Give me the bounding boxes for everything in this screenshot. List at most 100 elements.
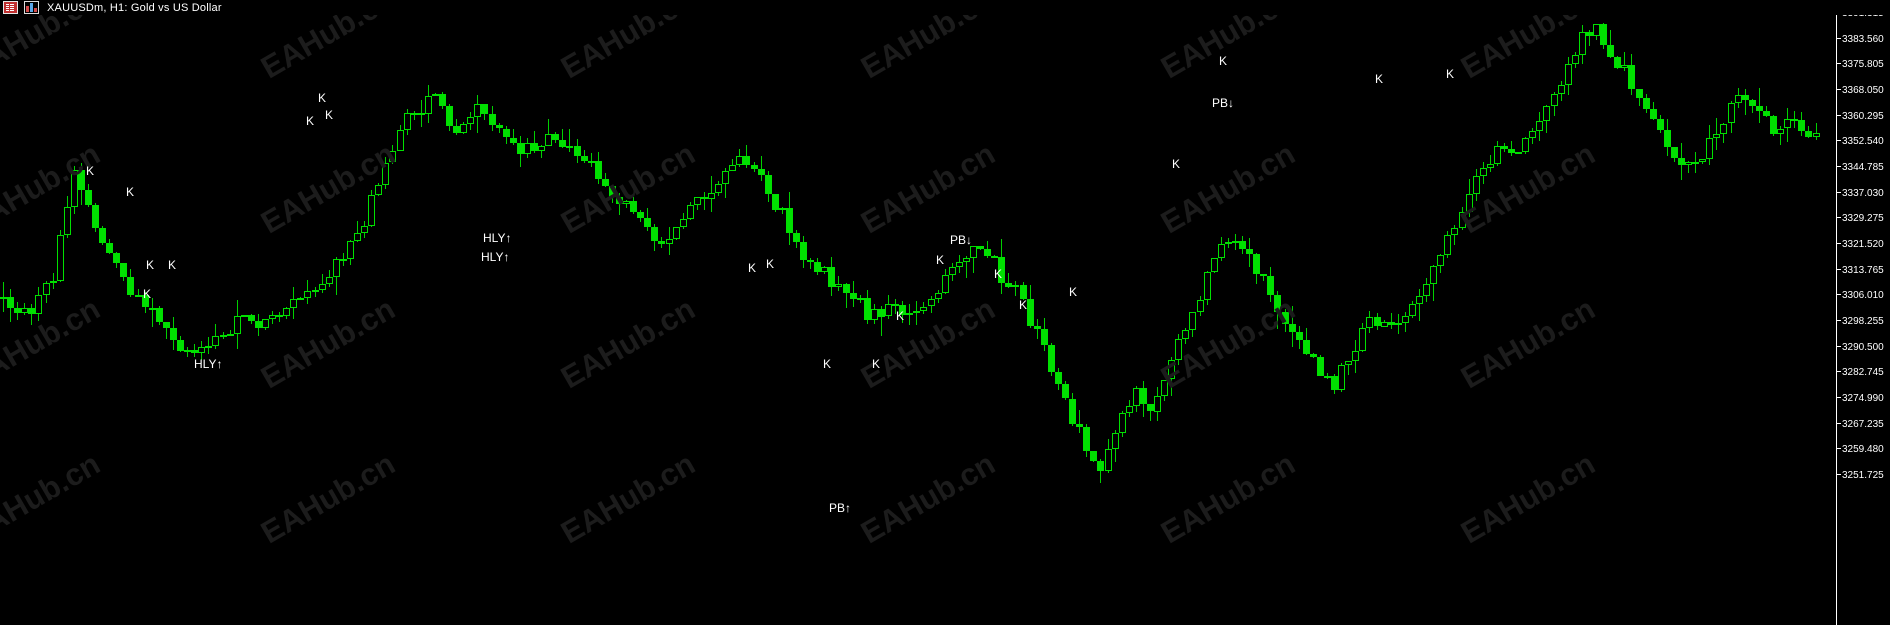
candle-body [814,262,822,273]
candlestick-bar [375,15,383,625]
candle-wick [1348,360,1350,375]
candle-body [991,255,999,258]
candle-body [198,347,206,354]
candle-body [892,304,900,307]
candle-body [580,155,588,162]
candle-body [899,304,907,316]
candlestick-bar [601,15,609,625]
candle-body [1189,311,1197,330]
candlestick-bar [637,15,645,625]
candlestick-bar [849,15,857,625]
candle-body [693,196,701,205]
candle-body [722,170,730,184]
candle-body [453,125,461,133]
candle-wick [590,152,592,168]
candlestick-bar [396,15,404,625]
candlestick-bar [1295,15,1303,625]
candlestick-bar [870,15,878,625]
candle-body [431,94,439,97]
candlestick-bar [1465,15,1473,625]
candle-body [587,161,595,163]
candle-body [700,196,708,199]
candlestick-bar [1288,15,1296,625]
candle-body [573,146,581,156]
signal-marker: K [168,258,177,272]
candle-body [304,291,312,298]
candlestick-bar [49,15,57,625]
candle-body [998,257,1006,284]
candle-body [28,307,36,315]
candle-body [1139,388,1147,405]
signal-marker: K [872,357,881,371]
candle-body [403,113,411,131]
candle-body [679,219,687,227]
candle-body [1430,266,1438,284]
candle-body [1203,272,1211,300]
price-tick: 3282.745 [1837,367,1884,378]
candle-body [977,246,984,250]
candle-body [729,164,737,171]
candle-body [276,314,284,317]
price-scale[interactable]: 3391.3153383.5603375.8053368.0503360.295… [1837,0,1890,625]
candlestick-bar [354,15,361,625]
candlestick-bar [127,15,135,625]
signal-marker: K [823,357,832,371]
candle-wick [357,220,358,242]
candle-body [481,103,489,115]
candlestick-bar [587,15,595,625]
candle-body [1550,94,1558,107]
candlestick-bar [1076,15,1084,625]
candle-body [941,275,949,294]
price-tick: 3267.235 [1837,419,1884,430]
candle-wick [165,321,167,339]
candle-body [1069,398,1077,424]
candle-body [1253,254,1261,275]
candlestick-bar [325,15,333,625]
candlestick-bar [120,15,128,625]
candle-body [552,133,560,140]
candle-wick [1036,318,1038,339]
price-tick: 3251.725 [1837,470,1884,481]
candlestick-bar [1253,15,1261,625]
candle-body [630,200,638,212]
candlestick-bar [439,15,446,625]
chart-plot-area[interactable]: EAHub.cn EAHub.cn EAHub.cn EAHub.cn EAHub.cn… [0,15,1836,625]
candlestick-bar [254,15,262,625]
candlestick-bar [424,15,432,625]
candlestick-bar [679,15,687,625]
candlestick-bar [297,15,305,625]
signal-marker: HLY↑ [481,250,510,264]
candle-body [1387,322,1395,325]
candlestick-bar [389,15,397,625]
candle-body [177,339,184,351]
signal-marker: K [306,114,315,128]
candle-body [1416,295,1423,304]
candle-body [148,307,156,310]
chart-icon[interactable] [24,1,39,14]
candle-wick [973,245,974,274]
candlestick-bar [21,15,29,625]
candlestick-bar [998,15,1006,625]
candlestick-bar [1331,15,1338,625]
candle-body [1649,109,1657,119]
candle-body [934,293,942,299]
candle-body [325,277,333,285]
candle-body [70,170,78,207]
candlestick-bar [545,15,553,625]
candlestick-bar [1316,15,1324,625]
candle-wick [562,129,564,149]
data-window-icon[interactable] [3,1,18,14]
candle-wick [1015,280,1017,296]
candlestick-bar [77,15,85,625]
candle-body [113,253,121,263]
candle-body [870,309,878,320]
candlestick-bar [1125,15,1133,625]
candlestick-bar [1161,15,1169,625]
candle-body [439,94,446,107]
candle-body [85,189,92,206]
candlestick-bar [134,15,142,625]
signal-marker: K [1172,157,1181,171]
candle-body [920,306,928,312]
candle-body [106,243,114,254]
candlestick-bar [955,15,963,625]
